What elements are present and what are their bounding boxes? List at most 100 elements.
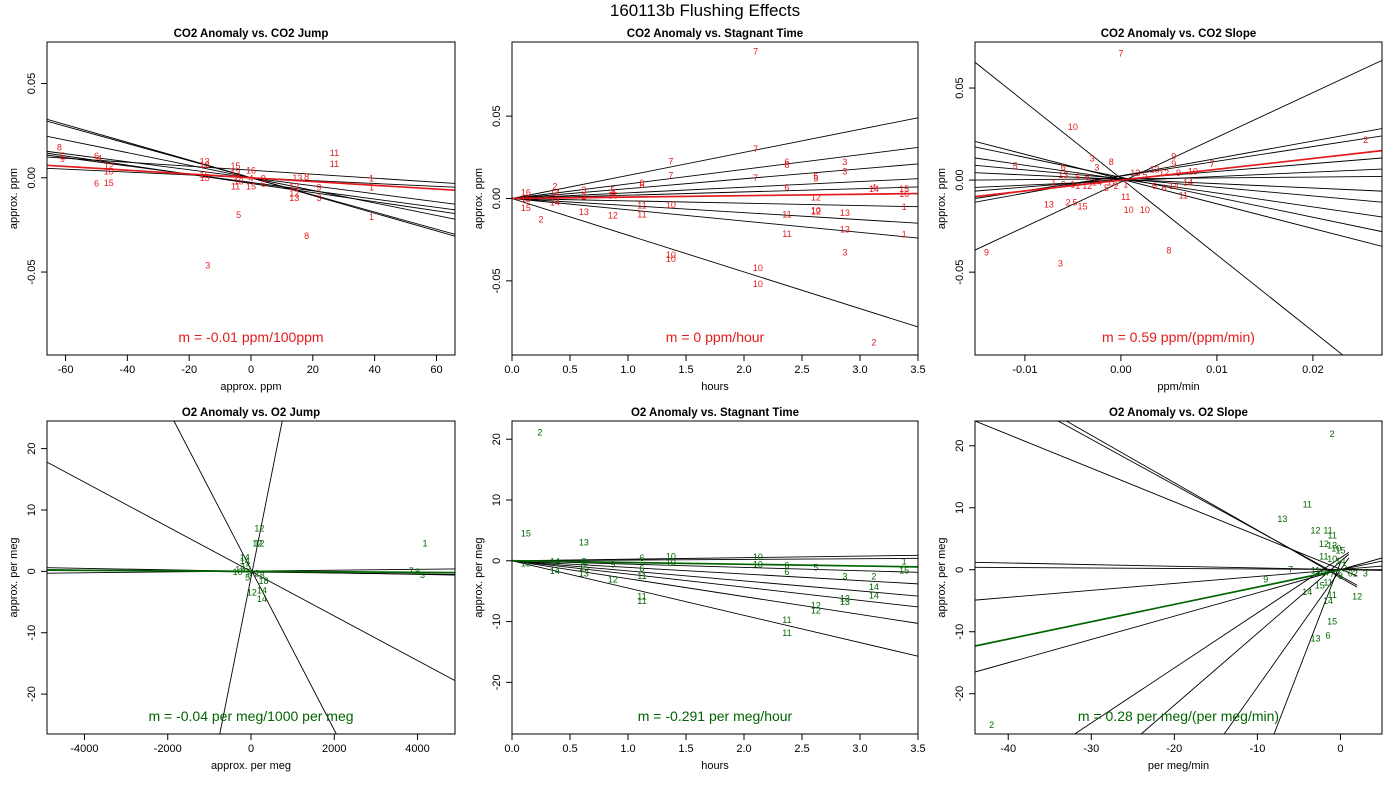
fit-line xyxy=(975,135,1382,199)
data-point-label: 15 xyxy=(1078,201,1088,211)
x-tick-label: 1.5 xyxy=(678,364,693,376)
data-point-label: 8 xyxy=(57,143,62,153)
x-tick-label: 0 xyxy=(248,364,254,376)
data-point-label: 16 xyxy=(246,165,256,175)
y-tick-label: -10 xyxy=(26,625,38,641)
data-point-label: 15 xyxy=(235,564,245,574)
fit-line xyxy=(1223,557,1350,734)
data-point-label: 12 xyxy=(811,206,821,216)
data-point-label: 10 xyxy=(234,177,244,187)
data-point-label: 12 xyxy=(247,588,257,598)
x-tick-label: -40 xyxy=(1000,743,1016,755)
fit-line xyxy=(975,157,1382,218)
fit-line xyxy=(512,178,918,199)
fit-line xyxy=(512,560,918,597)
data-point-label: 1 xyxy=(902,229,907,239)
overall-fit-line xyxy=(47,164,455,192)
data-point-label: 12 xyxy=(1159,168,1169,178)
data-point-label: 13 xyxy=(840,224,850,234)
data-point-label: 5 xyxy=(813,562,818,572)
slope-annotation: m = -0.04 per meg/1000 per meg xyxy=(148,708,353,724)
data-point-label: 11 xyxy=(782,210,791,220)
data-point-label: 9 xyxy=(1176,168,1181,178)
data-point-label: 11 xyxy=(1327,531,1336,541)
data-point-label: 11 xyxy=(1327,590,1336,600)
data-point-label: 12 xyxy=(289,189,299,199)
x-tick-label: 3.0 xyxy=(852,364,867,376)
x-tick-label: -0.01 xyxy=(1012,364,1037,376)
x-tick-label: 1.5 xyxy=(678,743,693,755)
fit-line xyxy=(512,186,918,199)
data-point-label: 2 xyxy=(254,569,259,579)
data-point-label: 14 xyxy=(1183,177,1193,187)
y-tick-label: 10 xyxy=(26,504,38,516)
data-point-label: 9 xyxy=(261,173,266,183)
data-point-label: 2 xyxy=(1342,563,1347,573)
data-point-label: 8 xyxy=(1166,246,1171,256)
data-point-label: 1 xyxy=(1123,179,1128,189)
data-point-label: 11 xyxy=(782,615,791,625)
y-axis-label: approx. ppm xyxy=(936,168,948,229)
data-point-label: 2 xyxy=(538,215,543,225)
x-tick-label: 4000 xyxy=(405,743,429,755)
data-point-label: 6 xyxy=(1326,630,1331,640)
plot-frame xyxy=(511,420,919,735)
x-tick-label: 40 xyxy=(369,364,381,376)
data-point-label: 2 xyxy=(1363,135,1368,145)
fit-line xyxy=(512,560,918,585)
data-point-label: 11 xyxy=(231,182,240,192)
data-point-label: 10 xyxy=(753,263,763,273)
fit-line xyxy=(975,421,1358,577)
y-axis-label: approx. per meg xyxy=(473,537,485,617)
x-tick-label: -2000 xyxy=(154,743,182,755)
data-point-label: 13 xyxy=(1149,165,1159,175)
slope-annotation: m = 0 ppm/hour xyxy=(666,329,765,345)
data-point-label: 3 xyxy=(1058,258,1063,268)
x-tick-label: 3.0 xyxy=(852,743,867,755)
data-point-label: 15 xyxy=(521,559,531,569)
data-point-label: 6 xyxy=(1061,163,1066,173)
data-point-label: 8 xyxy=(260,571,265,581)
data-point-label: 12 xyxy=(608,210,618,220)
x-tick-label: 0.5 xyxy=(562,743,577,755)
data-point-label: 2 xyxy=(989,720,994,730)
y-tick-label: -10 xyxy=(491,614,503,630)
data-point-label: 11 xyxy=(637,201,646,211)
data-point-label: 5 xyxy=(1142,170,1147,180)
data-point-label: 8 xyxy=(1338,571,1343,581)
data-point-label: 9 xyxy=(60,154,65,164)
data-point-label: 13 xyxy=(1044,200,1054,210)
data-point-label: 11 xyxy=(330,148,339,158)
data-point-label: 6 xyxy=(784,567,789,577)
fit-line xyxy=(975,60,1382,251)
fit-line xyxy=(975,172,1382,192)
y-tick-label: 0.00 xyxy=(491,188,503,209)
x-tick-label: 0 xyxy=(1337,743,1343,755)
x-axis-label: ppm/min xyxy=(1157,381,1199,393)
data-point-label: 12 xyxy=(254,539,264,549)
data-point-label: 13 xyxy=(289,193,299,203)
data-point-label: 14 xyxy=(869,590,879,600)
data-point-label: 10 xyxy=(811,206,821,216)
data-point-label: 11 xyxy=(1121,192,1130,202)
y-tick-label: -0.05 xyxy=(954,260,966,285)
data-point-label: 16 xyxy=(899,189,909,199)
fit-line xyxy=(512,198,918,239)
data-point-label: 7 xyxy=(668,156,673,166)
data-point-label: 1 xyxy=(369,183,374,193)
data-point-label: 2 xyxy=(871,337,876,347)
data-point-label: 14 xyxy=(1092,177,1102,187)
slope-annotation: m = 0.28 per meg/(per meg/min) xyxy=(1078,708,1279,724)
slope-annotation: m = 0.59 ppm/(ppm/min) xyxy=(1102,329,1255,345)
data-point-label: 15 xyxy=(521,194,531,204)
y-tick-label: 0.00 xyxy=(26,167,38,188)
data-point-label: 3 xyxy=(420,570,425,580)
data-point-label: 8 xyxy=(304,172,309,182)
fit-line xyxy=(1066,421,1358,588)
data-point-label: 11 xyxy=(782,628,791,638)
x-axis-label: approx. per meg xyxy=(211,760,291,772)
data-point-label: 10 xyxy=(1068,122,1078,132)
data-point-label: 12 xyxy=(104,161,114,171)
